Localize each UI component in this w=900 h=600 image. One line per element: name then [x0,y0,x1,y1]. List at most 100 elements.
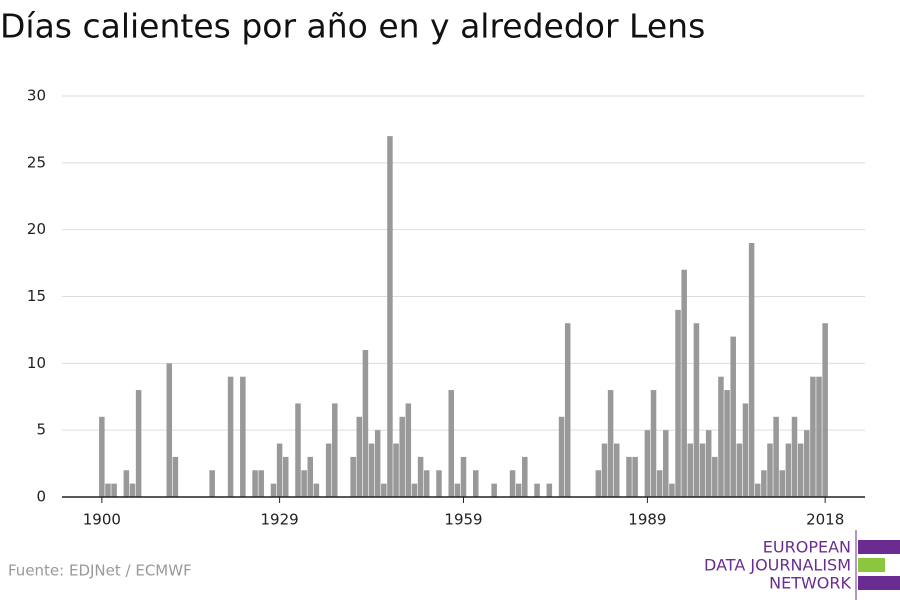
bar [546,483,553,497]
bar [515,483,522,497]
y-tick-label: 30 [27,87,46,105]
bar [460,456,467,497]
bar [779,470,786,497]
x-tick-label: 1900 [83,511,121,529]
y-tick-label: 25 [27,153,46,171]
bar [374,430,381,497]
bar [613,443,620,497]
x-tick-label: 1959 [444,511,482,529]
logo-bar [858,558,885,572]
bar [368,443,375,497]
bar [295,403,301,497]
logo-text: EUROPEAN [763,538,851,557]
bar [387,136,393,497]
bar [111,483,117,497]
bar [325,443,332,497]
bar [718,376,724,497]
bar [423,470,430,497]
bar [240,376,246,497]
bar [675,309,681,497]
bar [405,403,412,497]
x-tick-label: 1929 [261,511,299,529]
bar [564,323,571,497]
bar [810,376,816,497]
bar [748,243,755,497]
bar [362,349,369,497]
bar [313,483,320,497]
bar [105,483,111,497]
bar [454,483,461,497]
bar [491,483,497,497]
bar [270,483,277,497]
bar [669,483,675,497]
bar [816,376,822,497]
bar [626,456,632,497]
bar [724,390,730,497]
logo: EUROPEAN DATA JOURNALISM NETWORK [704,530,900,600]
bar [663,430,669,497]
y-tick-label: 5 [36,421,46,439]
bar [473,470,479,497]
bar [681,269,687,497]
bar [350,456,356,497]
bar [282,456,289,497]
bar [258,470,264,497]
bar [411,483,418,497]
bar [804,430,810,497]
bar [436,470,442,497]
bar [252,470,258,497]
bar [99,416,105,497]
bar [399,416,405,497]
logo-text: NETWORK [769,574,851,593]
bar [307,456,314,497]
bar [656,470,663,497]
bar [785,443,792,497]
bar [754,483,761,497]
bar [135,390,142,497]
x-tick-label: 1989 [628,511,666,529]
bar [172,456,179,497]
bar [761,470,767,497]
bar [227,376,234,497]
bar [209,470,215,497]
bar [448,390,454,497]
bar [730,336,736,497]
bar [522,456,528,497]
bar [129,483,136,497]
logo-bar [858,576,900,590]
bar [417,456,424,497]
bar [558,416,565,497]
bar [301,470,307,497]
bar [123,470,130,497]
bar [773,416,779,497]
y-tick-label: 15 [27,287,46,305]
source: Fuente: EDJNet / ECMWF [8,562,192,580]
bar [712,456,718,497]
chart-title: Días calientes por año en y alrededor Le… [0,7,705,46]
x-tick-label: 2018 [806,511,844,529]
bar [650,390,657,497]
bar [393,443,399,497]
y-tick-label: 20 [27,220,46,238]
bar [791,416,798,497]
bar [699,443,706,497]
bar [797,443,804,497]
y-tick-label: 10 [27,354,46,372]
bar [595,470,602,497]
bar [276,443,283,497]
bar [607,390,614,497]
y-tick-label: 0 [36,488,46,506]
bar [601,443,608,497]
logo-text: DATA JOURNALISM [704,556,851,575]
bar [736,443,743,497]
bar [742,403,749,497]
bar [509,470,516,497]
bar [534,483,540,497]
bar [644,430,651,497]
bar [687,443,694,497]
bar [356,416,363,497]
bar [381,483,387,497]
bar [822,323,828,497]
bar [166,363,173,497]
